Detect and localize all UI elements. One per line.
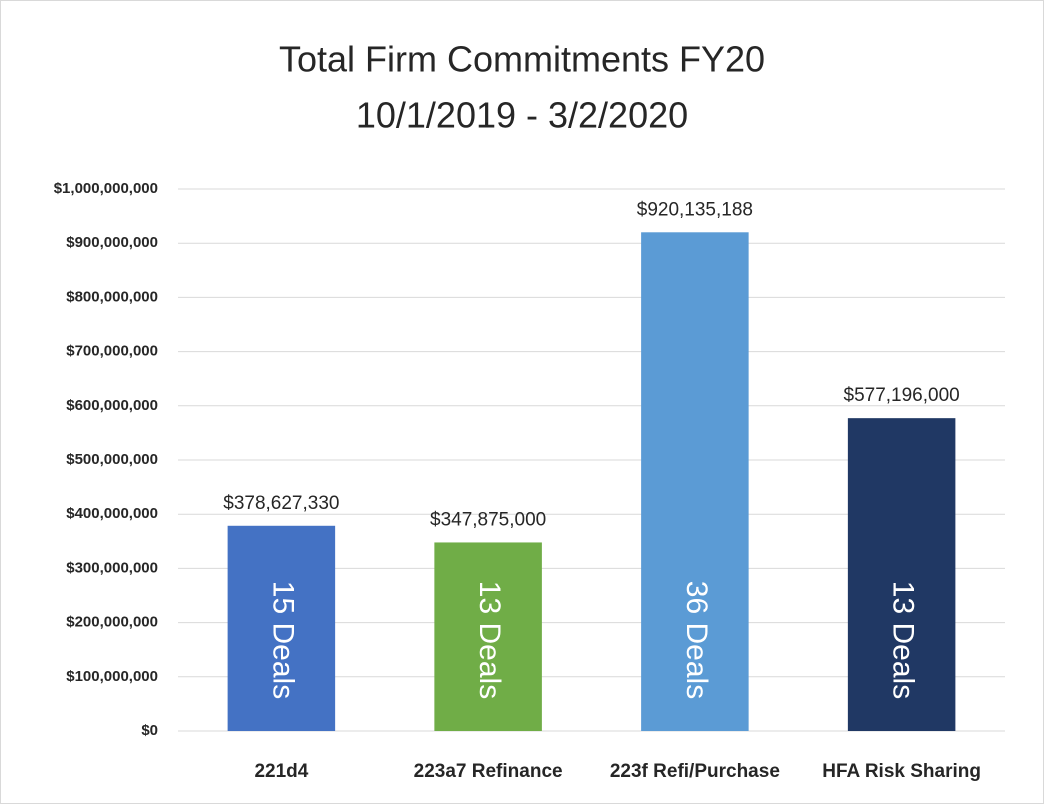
bar-label: 13 Deals (473, 581, 506, 699)
y-tick-label: $400,000,000 (66, 505, 158, 522)
x-tick-label: 223a7 Refinance (414, 761, 563, 782)
bar (847, 418, 956, 731)
value-label: $577,196,000 (844, 385, 960, 406)
bar-label: 13 Deals (887, 581, 920, 699)
bar-label: 36 Deals (680, 581, 713, 699)
value-label: $920,135,188 (637, 199, 753, 220)
y-tick-label: $1,000,000,000 (54, 180, 158, 197)
y-tick-label: $100,000,000 (66, 668, 158, 685)
y-tick-label: $700,000,000 (66, 343, 158, 360)
y-tick-label: $500,000,000 (66, 451, 158, 468)
chart-title: Total Firm Commitments FY20 (279, 39, 765, 80)
y-tick-label: $200,000,000 (66, 614, 158, 631)
value-label: $347,875,000 (430, 509, 546, 530)
y-tick-label: $600,000,000 (66, 397, 158, 414)
y-tick-label: $900,000,000 (66, 234, 158, 251)
chart-subtitle: 10/1/2019 - 3/2/2020 (356, 95, 688, 136)
x-tick-label: 223f Refi/Purchase (610, 761, 780, 782)
y-tick-label: $0 (141, 722, 158, 739)
bar-label: 15 Deals (266, 581, 299, 699)
bar (434, 542, 542, 731)
y-tick-label: $300,000,000 (66, 559, 158, 576)
x-tick-label: HFA Risk Sharing (822, 761, 981, 782)
value-label: $378,627,330 (223, 493, 339, 514)
y-tick-label: $800,000,000 (66, 288, 158, 305)
x-tick-label: 221d4 (254, 761, 308, 782)
bar (227, 525, 336, 731)
bar (641, 232, 749, 731)
